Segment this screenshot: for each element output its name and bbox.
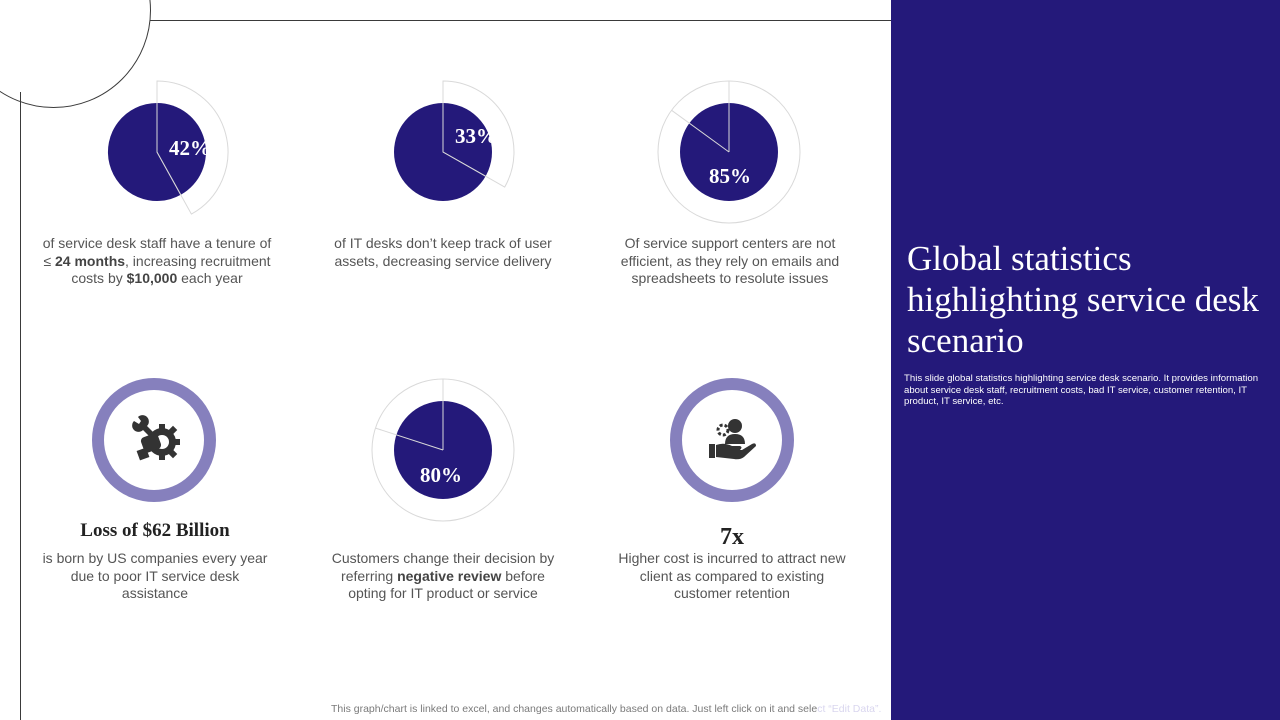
pie-value-label: 85% [709,164,751,188]
pie-value-label: 80% [420,463,462,487]
hand-person-gear-icon [709,419,756,460]
pie-chart-negative-review[interactable]: 80% [371,378,515,522]
wrench-gear-fist-icon [132,415,180,461]
footer-note-tail: ct “Edit Data”. [817,703,882,715]
decorative-top-line [150,20,892,21]
stat-caption-staff-tenure: of service desk staff have a tenure of ≤… [42,235,272,288]
caption-emphasis: $10,000 [126,270,178,286]
stat-caption-support-efficiency: Of service support centers are not effic… [620,235,840,286]
icon-ring-service-loss [92,378,216,502]
stat-caption-retention-cost: Higher cost is incurred to attract new c… [618,550,846,601]
caption-text: Customers change their decision by refer… [331,550,555,584]
pie-chart-support-efficiency[interactable]: 85% [657,80,801,224]
caption-text: , increasing recruitment costs by [71,252,271,287]
caption-emphasis: 24 months [55,252,126,269]
caption-emphasis: negative review [397,567,502,584]
pie-chart-staff-tenure[interactable]: 42% [107,80,229,215]
title-panel: Global statistics highlighting service d… [891,0,1280,720]
stat-headline-retention-cost: 7x [720,524,744,550]
pie-value-label: 42% [169,136,211,160]
pie-charts-layer: 42% 33% 85% 80% [107,80,801,522]
slide-title: Global statistics highlighting service d… [907,239,1259,360]
stat-headline-service-loss: Loss of $62 Billion [80,520,230,541]
stat-caption-service-loss: is born by US companies every year due t… [42,550,268,601]
footer-note: This graph/chart is linked to excel, and… [331,703,881,715]
decorative-left-line [20,92,21,720]
pie-value-label: 33% [455,124,497,148]
stat-caption-negative-review: Customers change their decision by refer… [328,550,558,603]
caption-text: each year [177,270,243,286]
stat-caption-asset-tracking: of IT desks don’t keep track of user ass… [334,235,552,269]
caption-text: before opting for IT product or service [348,567,545,602]
icon-ring-customer-retention [670,378,794,502]
pie-chart-asset-tracking[interactable]: 33% [394,80,515,201]
caption-text: of service desk staff have a tenure of ≤ [42,235,272,269]
slide-description: This slide global statistics highlightin… [904,373,1259,407]
footer-note-text: This graph/chart is linked to excel, and… [331,703,818,715]
